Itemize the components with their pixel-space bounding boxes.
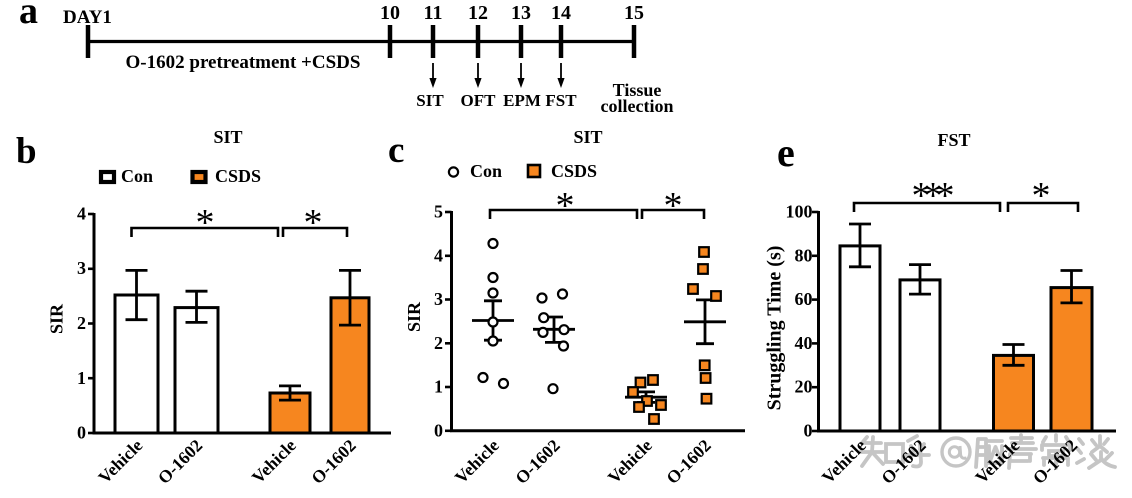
svg-text:a: a [19,0,38,32]
svg-text:0: 0 [434,420,443,440]
svg-text:e: e [777,130,795,175]
svg-text:Tissue: Tissue [613,80,662,100]
svg-text:10: 10 [380,2,400,24]
svg-text:O-1602 pretreatment +CSDS: O-1602 pretreatment +CSDS [126,52,361,73]
svg-text:DAY1: DAY1 [63,7,112,28]
svg-text:1: 1 [77,368,86,388]
svg-text:CSDS: CSDS [215,166,261,186]
svg-text:EPM: EPM [503,91,541,110]
svg-text:3: 3 [77,258,86,278]
svg-text:15: 15 [624,2,644,24]
svg-text:SIR: SIR [404,301,424,332]
svg-text:5: 5 [434,202,443,222]
svg-text:SIT: SIT [573,127,602,147]
svg-text:20: 20 [795,377,813,397]
svg-text:*: * [556,185,575,227]
svg-text:*: * [1032,175,1051,217]
svg-text:SIT: SIT [416,91,444,110]
svg-text:60: 60 [795,289,813,309]
svg-text:40: 40 [795,333,813,353]
svg-text:collection: collection [601,96,674,116]
svg-text:Struggling Time (s): Struggling Time (s) [764,246,786,411]
svg-text:2: 2 [77,313,86,333]
svg-text:0: 0 [804,421,813,441]
svg-text:Con: Con [470,161,502,181]
svg-text:CSDS: CSDS [551,161,597,181]
svg-text:*: * [924,175,943,217]
svg-text:12: 12 [468,2,488,24]
svg-text:FST: FST [937,130,970,150]
svg-text:FST: FST [545,91,577,110]
svg-text:3: 3 [434,289,443,309]
svg-text:0: 0 [77,423,86,443]
svg-text:b: b [16,131,37,172]
svg-text:1: 1 [434,377,443,397]
svg-text:Con: Con [121,166,153,186]
svg-text:*: * [196,202,215,244]
svg-text:13: 13 [511,2,531,24]
svg-text:OFT: OFT [461,91,497,110]
svg-text:100: 100 [786,202,813,222]
svg-text:*: * [664,185,683,227]
svg-text:c: c [388,130,404,171]
svg-text:*: * [912,175,931,217]
svg-text:SIT: SIT [213,127,242,147]
svg-text:11: 11 [424,2,443,24]
svg-text:4: 4 [434,245,443,265]
svg-text:SIR: SIR [47,303,67,334]
svg-text:*: * [304,202,323,244]
svg-text:14: 14 [551,2,571,24]
svg-text:80: 80 [795,245,813,265]
svg-text:4: 4 [77,204,86,224]
svg-text:*: * [936,175,955,217]
svg-text:2: 2 [434,333,443,353]
